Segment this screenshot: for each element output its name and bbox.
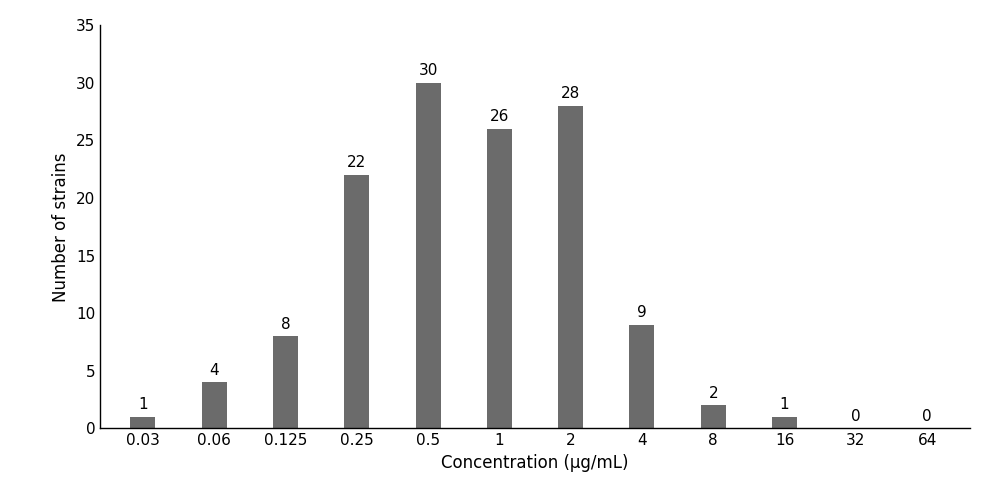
- Text: 30: 30: [418, 63, 438, 78]
- Text: 0: 0: [922, 409, 932, 424]
- Text: 8: 8: [281, 317, 290, 332]
- Text: 0: 0: [851, 409, 861, 424]
- Text: 4: 4: [209, 363, 219, 377]
- Text: 26: 26: [490, 109, 509, 124]
- Text: 1: 1: [780, 397, 789, 412]
- Bar: [772, 417, 797, 428]
- Text: 2: 2: [708, 386, 718, 401]
- Bar: [344, 175, 369, 428]
- Bar: [273, 336, 298, 428]
- Bar: [629, 325, 654, 428]
- Bar: [487, 129, 512, 428]
- Y-axis label: Number of strains: Number of strains: [52, 152, 70, 301]
- Bar: [558, 106, 583, 428]
- Text: 1: 1: [138, 397, 148, 412]
- Text: 28: 28: [561, 86, 580, 101]
- X-axis label: Concentration (μg/mL): Concentration (μg/mL): [441, 454, 629, 472]
- Bar: [130, 417, 155, 428]
- Bar: [701, 405, 726, 428]
- Bar: [416, 83, 441, 428]
- Text: 9: 9: [637, 305, 647, 320]
- Bar: [202, 383, 227, 428]
- Text: 22: 22: [347, 155, 366, 170]
